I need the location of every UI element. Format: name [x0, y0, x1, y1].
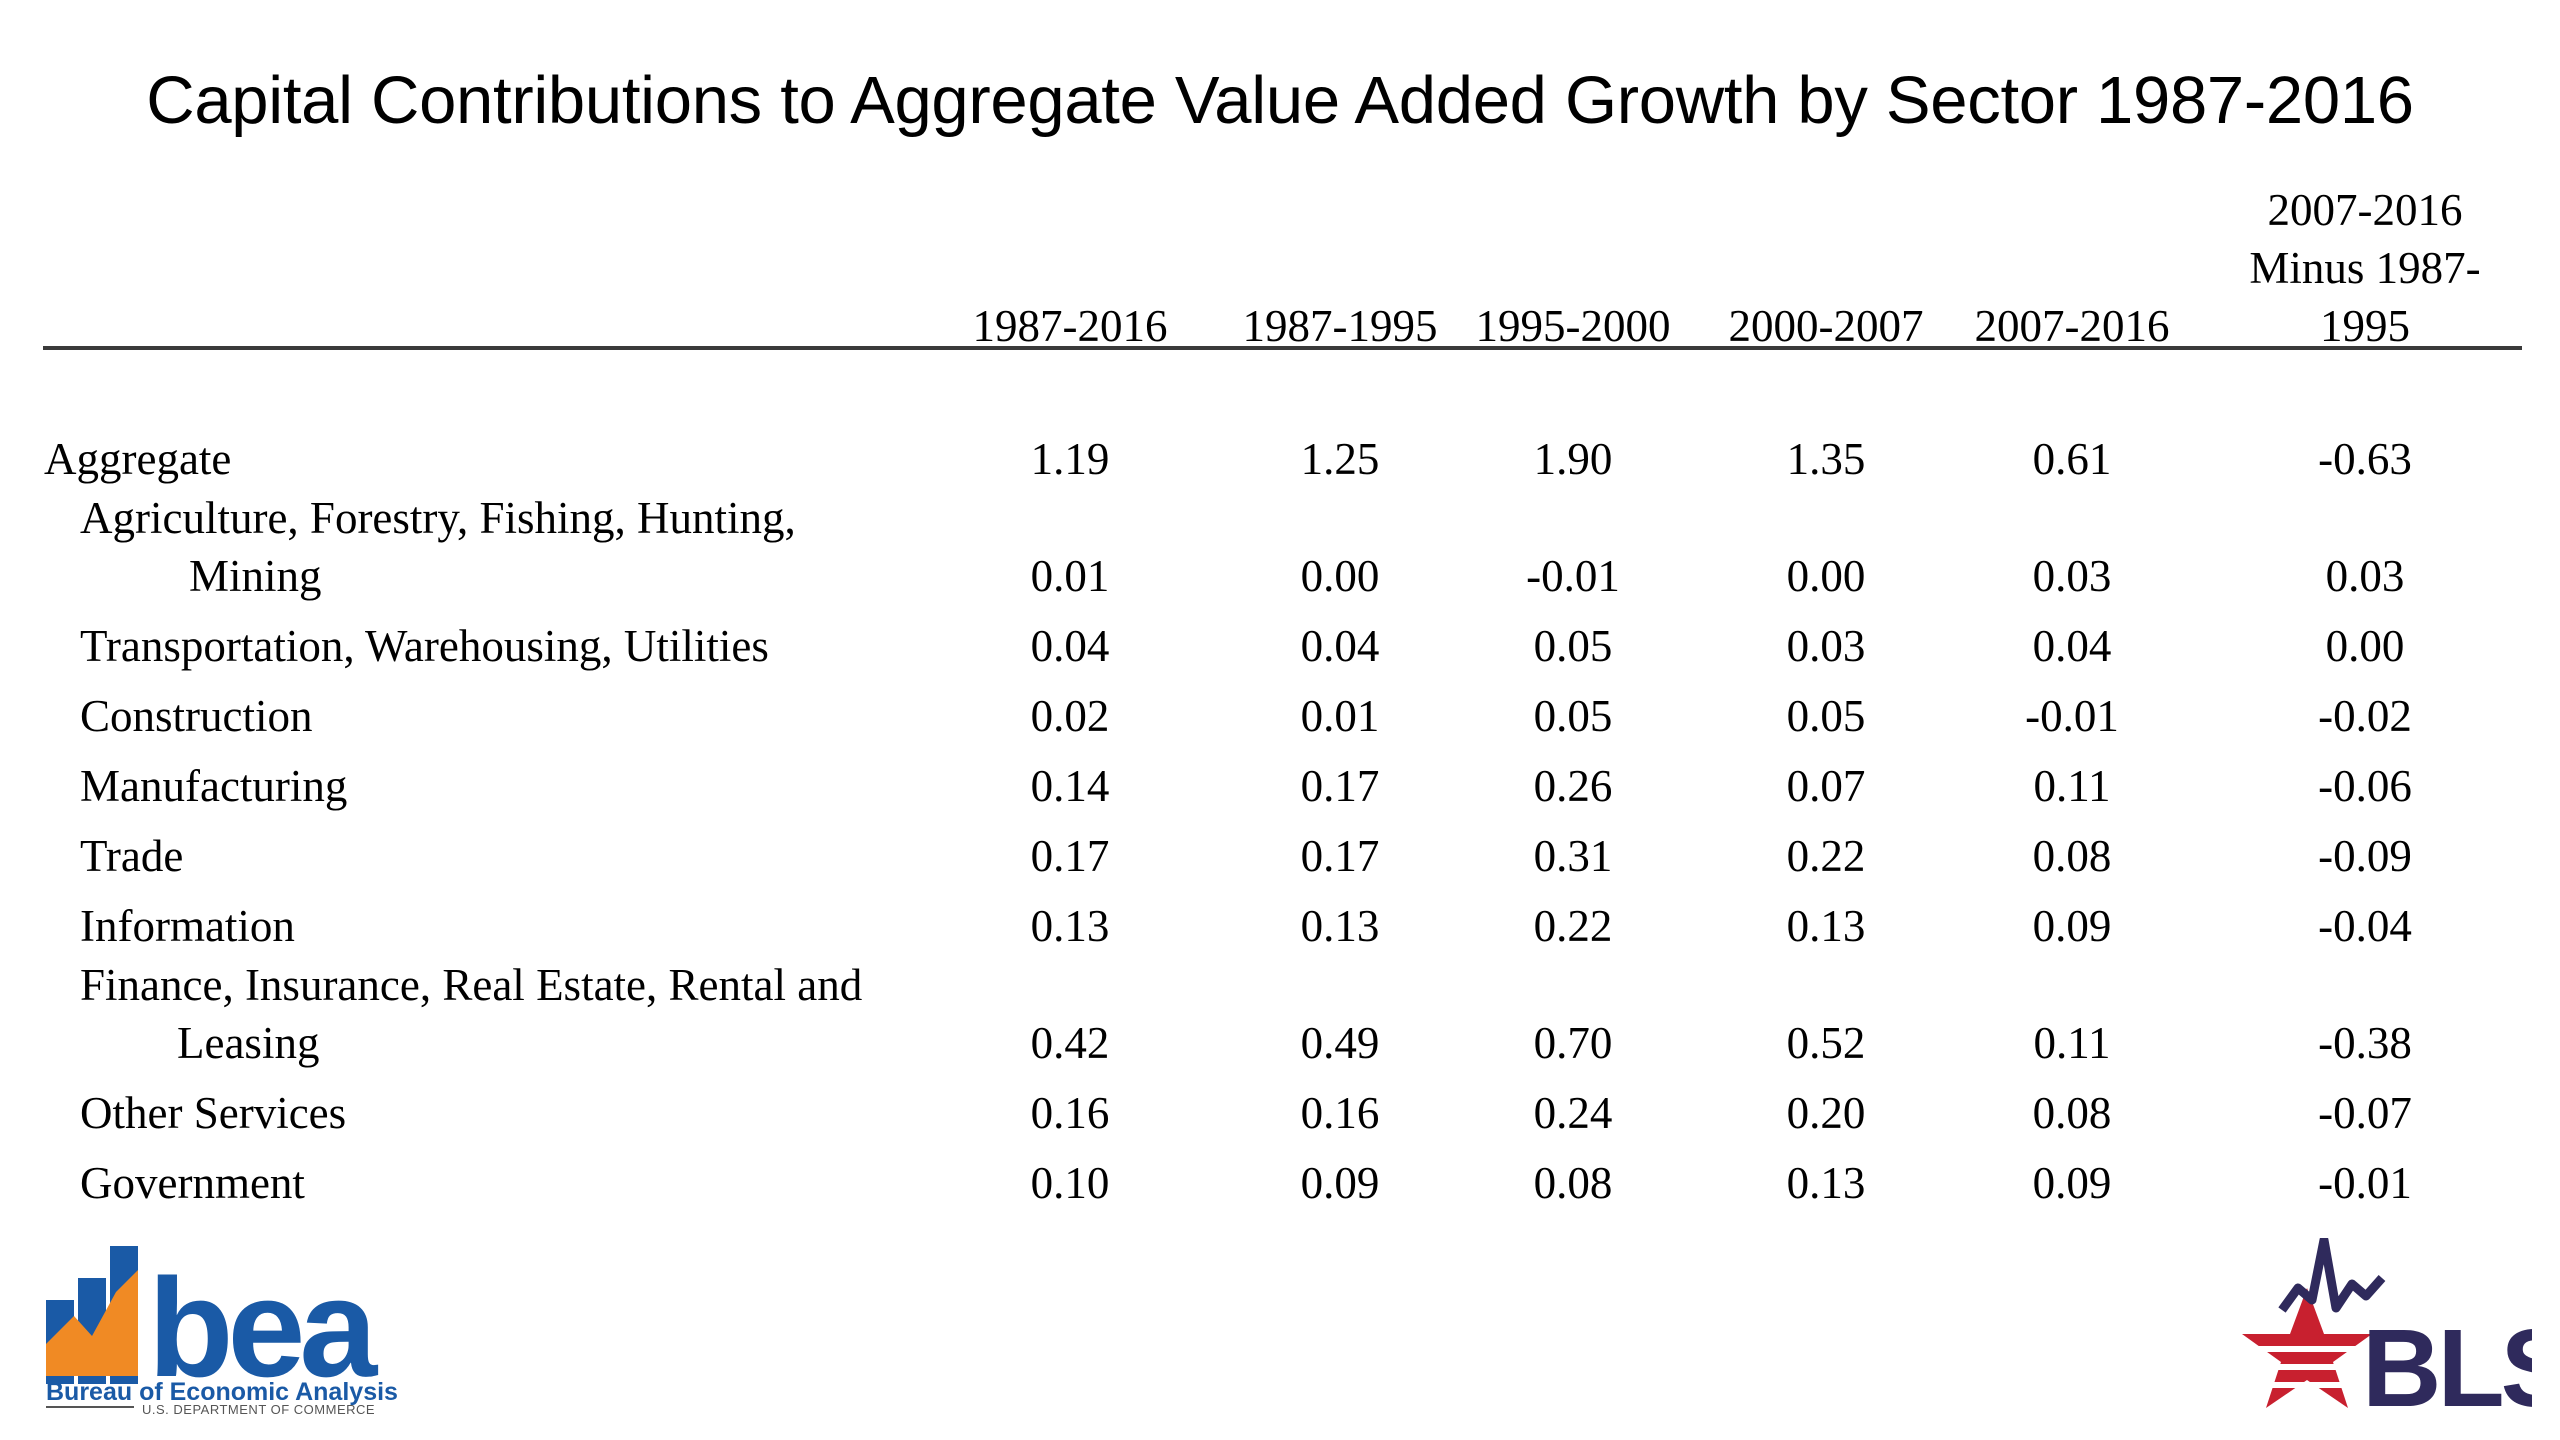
column-header-difference-line2: Minus 1987-: [2249, 243, 2481, 293]
cell: 0.52: [1786, 1018, 1866, 1068]
cell: 1.35: [1786, 434, 1866, 484]
row-label-trade: Trade: [80, 831, 184, 881]
cell: 0.04: [1030, 621, 1110, 671]
row-label-agriculture-line1: Agriculture, Forestry, Fishing, Hunting,: [80, 493, 796, 543]
cell: 0.22: [1786, 831, 1866, 881]
cell: 0.01: [1030, 551, 1110, 601]
cell: 0.17: [1300, 831, 1380, 881]
cell: 0.09: [2032, 901, 2112, 951]
cell: -0.63: [2318, 434, 2412, 484]
bea-wordmark: bea: [148, 1249, 378, 1406]
cell: -0.01: [1526, 551, 1620, 601]
row-label-transportation: Transportation, Warehousing, Utilities: [80, 621, 769, 671]
bea-subtitle: U.S. DEPARTMENT OF COMMERCE: [142, 1402, 375, 1416]
cell: 0.03: [2032, 551, 2112, 601]
bls-star-stripe-2: [2242, 1364, 2376, 1370]
bls-star-stripe-3: [2242, 1382, 2376, 1388]
cell: -0.01: [2318, 1158, 2412, 1208]
column-header-difference-line1: 2007-2016: [2267, 185, 2463, 235]
bls-wordmark: BLS: [2362, 1307, 2532, 1418]
cell: 0.00: [1300, 551, 1380, 601]
cell: 0.10: [1030, 1158, 1110, 1208]
cell: 0.08: [2032, 831, 2112, 881]
cell: 0.00: [1786, 551, 1866, 601]
cell: 0.61: [2032, 434, 2112, 484]
cell: 0.03: [2325, 551, 2405, 601]
cell: 0.22: [1533, 901, 1613, 951]
column-header-2007-2016: 2007-2016: [1974, 301, 2170, 351]
row-label-agriculture-line2: Mining: [189, 551, 322, 601]
cell: 0.01: [1300, 691, 1380, 741]
cell: 0.04: [1300, 621, 1380, 671]
bea-logo: bea Bureau of Economic Analysis U.S. DEP…: [44, 1226, 424, 1417]
row-label-government: Government: [80, 1158, 305, 1208]
column-header-1987-1995: 1987-1995: [1242, 301, 1438, 351]
cell: 0.05: [1533, 691, 1613, 741]
cell: 0.13: [1786, 901, 1866, 951]
cell: -0.02: [2318, 691, 2412, 741]
cell: 0.00: [2325, 621, 2405, 671]
cell: 0.05: [1786, 691, 1866, 741]
cell: 0.04: [2032, 621, 2112, 671]
cell: 1.25: [1300, 434, 1380, 484]
cell: -0.38: [2318, 1018, 2412, 1068]
cell: 0.08: [2032, 1088, 2112, 1138]
cell: 0.26: [1533, 761, 1613, 811]
cell: 0.17: [1030, 831, 1110, 881]
bea-subtitle-rule: [46, 1406, 134, 1408]
cell: 0.03: [1786, 621, 1866, 671]
row-label-manufacturing: Manufacturing: [80, 761, 348, 811]
bea-logo-graphic: bea Bureau of Economic Analysis U.S. DEP…: [46, 1246, 398, 1417]
column-header-difference-line3: 1995: [2320, 301, 2410, 351]
column-header-1995-2000: 1995-2000: [1475, 301, 1671, 351]
cell: 0.11: [2033, 761, 2111, 811]
cell: 0.17: [1300, 761, 1380, 811]
slide-title: Capital Contributions to Aggregate Value…: [146, 63, 2414, 138]
bea-name: Bureau of Economic Analysis: [46, 1378, 398, 1406]
cell: 0.13: [1030, 901, 1110, 951]
cell: 0.08: [1533, 1158, 1613, 1208]
cell: -0.09: [2318, 831, 2412, 881]
cell: 0.02: [1030, 691, 1110, 741]
cell: 1.19: [1030, 434, 1110, 484]
column-header-2000-2007: 2000-2007: [1728, 301, 1924, 351]
column-header-1987-2016: 1987-2016: [972, 301, 1168, 351]
header-divider: [43, 346, 2522, 350]
cell: -0.07: [2318, 1088, 2412, 1138]
row-label-information: Information: [80, 901, 295, 951]
cell: 0.31: [1533, 831, 1613, 881]
row-label-finance-line1: Finance, Insurance, Real Estate, Rental …: [80, 960, 863, 1010]
bls-logo: BLS: [2212, 1235, 2560, 1430]
row-label-aggregate: Aggregate: [44, 434, 232, 484]
cell: -0.01: [2025, 691, 2119, 741]
row-label-other-services: Other Services: [80, 1088, 347, 1138]
cell: 0.16: [1030, 1088, 1110, 1138]
cell: -0.06: [2318, 761, 2412, 811]
cell: 0.13: [1786, 1158, 1866, 1208]
cell: 0.09: [2032, 1158, 2112, 1208]
cell: 0.09: [1300, 1158, 1380, 1208]
cell: -0.04: [2318, 901, 2412, 951]
cell: 0.11: [2033, 1018, 2111, 1068]
cell: 0.42: [1030, 1018, 1110, 1068]
cell: 0.70: [1533, 1018, 1613, 1068]
cell: 0.20: [1786, 1088, 1866, 1138]
row-label-finance-line2: Leasing: [177, 1018, 320, 1068]
cell: 0.24: [1533, 1088, 1613, 1138]
bea-mark-trend: [46, 1270, 138, 1376]
cell: 0.13: [1300, 901, 1380, 951]
bls-star-stripe-1: [2242, 1346, 2376, 1352]
cell: 0.05: [1533, 621, 1613, 671]
bls-logo-graphic: BLS: [2242, 1235, 2560, 1430]
cell: 1.90: [1533, 434, 1613, 484]
cell: 0.49: [1300, 1018, 1380, 1068]
row-label-construction: Construction: [80, 691, 313, 741]
cell: 0.14: [1030, 761, 1110, 811]
cell: 0.07: [1786, 761, 1866, 811]
bls-trend-line: [2278, 1235, 2386, 1313]
cell: 0.16: [1300, 1088, 1380, 1138]
